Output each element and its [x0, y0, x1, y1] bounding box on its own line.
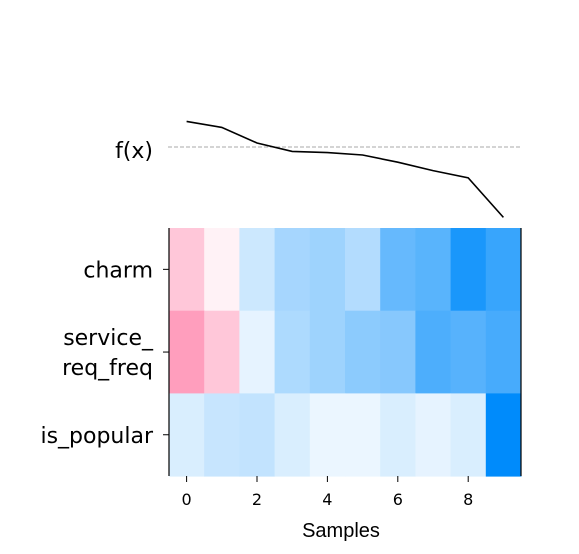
- heatmap-cell: [450, 393, 487, 477]
- heatmap-cell: [309, 393, 346, 477]
- fx-label: f(x): [115, 139, 153, 164]
- heatmap-cell: [239, 393, 276, 477]
- heatmap-cell: [274, 228, 311, 312]
- heatmap-cell: [485, 393, 522, 477]
- heatmap-cell: [380, 393, 416, 477]
- heatmap-cell: [204, 393, 240, 477]
- heatmap-cell: [345, 310, 381, 394]
- heatmap-cell: [204, 310, 240, 394]
- heatmap-cell: [239, 228, 276, 312]
- heatmap-cell: [169, 228, 205, 312]
- x-tick-label: 4: [322, 490, 332, 509]
- heatmap-cell: [415, 228, 452, 312]
- heatmap-cell: [450, 310, 487, 394]
- x-tick-label: 8: [463, 490, 473, 509]
- heatmap-cell: [309, 310, 346, 394]
- heatmap-cell: [169, 310, 205, 394]
- row-label: req_freq: [62, 356, 153, 381]
- x-axis-ticks: 0 2 4 6 8: [182, 476, 473, 509]
- heatmap-cell: [450, 228, 487, 312]
- row-label: is_popular: [40, 424, 154, 449]
- row-label: service_: [63, 326, 154, 351]
- heatmap-cell: [204, 228, 240, 312]
- heatmap-cell: [274, 310, 311, 394]
- heatmap-cell: [415, 393, 452, 477]
- heatmap-cell: [274, 393, 311, 477]
- heatmap-cells: [169, 228, 522, 477]
- x-tick-label: 2: [252, 490, 262, 509]
- row-labels: charm service_ req_freq is_popular: [40, 258, 169, 449]
- heatmap-cell: [169, 393, 205, 477]
- heatmap-cell: [239, 310, 276, 394]
- heatmap-cell: [485, 228, 522, 312]
- heatmap-cell: [309, 228, 346, 312]
- x-tick-label: 6: [393, 490, 403, 509]
- heatmap-cell: [380, 228, 416, 312]
- x-tick-label: 0: [182, 490, 192, 509]
- heatmap-cell: [345, 228, 381, 312]
- heatmap-cell: [485, 310, 522, 394]
- row-label: charm: [83, 258, 153, 283]
- heatmap-cell: [380, 310, 416, 394]
- heatmap-cell: [415, 310, 452, 394]
- heatmap-cell: [345, 393, 381, 477]
- fx-line: [186, 120, 504, 218]
- x-axis-label: Samples: [302, 520, 380, 542]
